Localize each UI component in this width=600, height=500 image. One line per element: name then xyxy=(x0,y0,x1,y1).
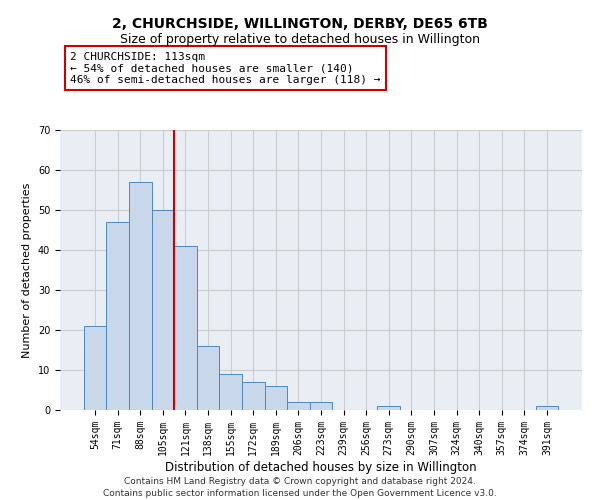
Bar xyxy=(310,402,332,410)
Bar xyxy=(152,210,174,410)
Bar xyxy=(377,406,400,410)
Bar xyxy=(84,326,106,410)
Text: 2 CHURCHSIDE: 113sqm
← 54% of detached houses are smaller (140)
46% of semi-deta: 2 CHURCHSIDE: 113sqm ← 54% of detached h… xyxy=(70,52,381,85)
Bar xyxy=(536,406,558,410)
Y-axis label: Number of detached properties: Number of detached properties xyxy=(22,182,32,358)
Bar xyxy=(220,374,242,410)
Bar xyxy=(174,246,197,410)
Bar xyxy=(129,182,152,410)
Text: Contains HM Land Registry data © Crown copyright and database right 2024.
Contai: Contains HM Land Registry data © Crown c… xyxy=(103,476,497,498)
Bar xyxy=(265,386,287,410)
Bar xyxy=(197,346,220,410)
X-axis label: Distribution of detached houses by size in Willington: Distribution of detached houses by size … xyxy=(165,460,477,473)
Text: Size of property relative to detached houses in Willington: Size of property relative to detached ho… xyxy=(120,32,480,46)
Bar xyxy=(106,222,129,410)
Bar xyxy=(287,402,310,410)
Text: 2, CHURCHSIDE, WILLINGTON, DERBY, DE65 6TB: 2, CHURCHSIDE, WILLINGTON, DERBY, DE65 6… xyxy=(112,18,488,32)
Bar xyxy=(242,382,265,410)
